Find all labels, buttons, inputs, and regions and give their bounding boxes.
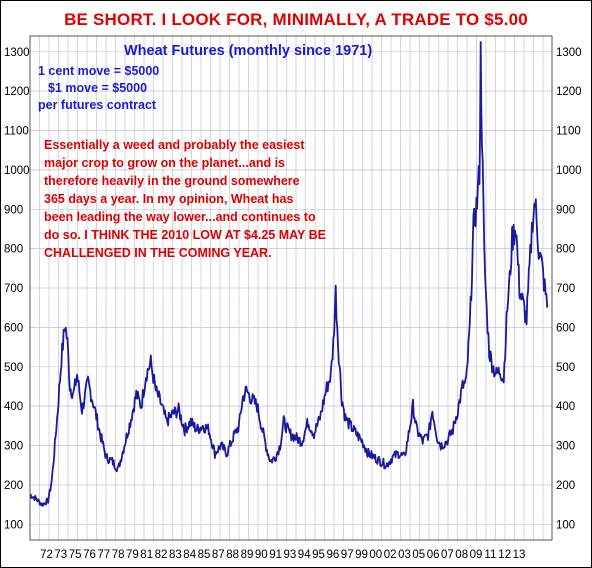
- x-tick-label: 93: [284, 549, 297, 561]
- x-tick-label: 88: [226, 549, 239, 561]
- x-tick-label: 76: [83, 549, 96, 561]
- commentary-line-4: 365 days a year. In my opinion, Wheat ha…: [44, 192, 293, 206]
- headline: BE SHORT. I LOOK FOR, MINIMALLY, A TRADE…: [64, 10, 528, 29]
- y-tick-label-right: 1300: [556, 47, 582, 59]
- x-tick-label: 85: [198, 549, 211, 561]
- x-tick-label: 07: [441, 549, 454, 561]
- y-tick-label-left: 400: [4, 401, 23, 413]
- y-tick-label-left: 200: [4, 480, 23, 492]
- y-tick-label-left: 500: [4, 362, 23, 374]
- note-line-2: $1 move = $5000: [48, 81, 147, 95]
- commentary-line-1: Essentially a weed and probably the easi…: [44, 138, 305, 152]
- y-tick-label-left: 800: [4, 244, 23, 256]
- x-tick-label: 12: [498, 549, 511, 561]
- x-tick-label: 97: [341, 549, 354, 561]
- y-tick-label-left: 600: [4, 322, 23, 334]
- x-tick-label: 94: [298, 549, 311, 561]
- y-tick-label-left: 1100: [4, 126, 29, 138]
- note-line-3: per futures contract: [38, 98, 157, 112]
- x-tick-label: 78: [112, 549, 125, 561]
- y-axis-left: 100 200 300 400 500 600 700 800 900 1000 1100 1200 1…: [4, 47, 30, 531]
- x-tick-label: 89: [241, 549, 254, 561]
- y-tick-label-right: 1000: [556, 165, 582, 177]
- commentary-line-2: major crop to grow on the planet...and i…: [44, 156, 285, 170]
- x-tick-label: 84: [183, 549, 196, 561]
- y-tick-label-left: 1200: [4, 86, 30, 98]
- y-tick-label-left: 1000: [4, 165, 30, 177]
- y-tick-label-right: 800: [556, 244, 575, 256]
- x-tick-label: 96: [327, 549, 340, 561]
- note-line-1: 1 cent move = $5000: [38, 64, 159, 78]
- y-tick-label-right: 400: [556, 401, 575, 413]
- x-tick-label: 83: [169, 549, 182, 561]
- x-tick-label: 02: [384, 549, 397, 561]
- y-tick-label-right: 600: [556, 322, 575, 334]
- y-tick-label-right: 1200: [556, 86, 582, 98]
- y-tick-label-left: 900: [4, 204, 23, 216]
- commentary-line-7: CHALLENGED IN THE COMING YEAR.: [44, 246, 272, 260]
- commentary-line-6: do so. I THINK THE 2010 LOW AT $4.25 MAY…: [44, 228, 326, 242]
- y-tick-label-left: 300: [4, 441, 23, 453]
- y-tick-label-left: 100: [4, 519, 23, 531]
- y-tick-label-right: 900: [556, 204, 575, 216]
- x-tick-label: 08: [455, 549, 468, 561]
- y-tick-label-right: 300: [556, 441, 575, 453]
- x-tick-label: 90: [255, 549, 268, 561]
- commentary-line-3: therefore heavily in the ground somewher…: [44, 174, 300, 188]
- x-tick-label: 81: [140, 549, 153, 561]
- y-tick-label-right: 1100: [556, 126, 581, 138]
- x-tick-label: 09: [470, 549, 483, 561]
- y-tick-label-left: 1300: [4, 47, 30, 59]
- x-tick-label: 87: [212, 549, 225, 561]
- plot-border: [29, 35, 553, 541]
- y-tick-label-right: 700: [556, 283, 575, 295]
- x-tick-label: 03: [398, 549, 411, 561]
- wheat-price-line: [29, 41, 549, 507]
- x-tick-label: 00: [369, 549, 382, 561]
- y-tick-label-right: 200: [556, 480, 575, 492]
- x-tick-label: 77: [97, 549, 110, 561]
- y-tick-label-right: 500: [556, 362, 575, 374]
- x-tick-label: 72: [40, 549, 53, 561]
- chart-title: Wheat Futures (monthly since 1971): [124, 43, 372, 59]
- x-tick-label: 75: [69, 549, 82, 561]
- y-tick-label-left: 700: [4, 283, 23, 295]
- x-tick-label: 11: [484, 549, 496, 561]
- x-tick-label: 73: [54, 549, 67, 561]
- x-tick-label: 05: [412, 549, 425, 561]
- x-tick-label: 95: [312, 549, 325, 561]
- x-tick-label: 99: [355, 549, 368, 561]
- x-tick-label: 91: [269, 549, 282, 561]
- x-axis: 72 73 75 76 77 78 79 81 82 83 84 85 87 88 89 90 91 93 94 95…: [40, 549, 525, 561]
- y-tick-label-right: 100: [556, 519, 575, 531]
- x-tick-label: 79: [126, 549, 139, 561]
- x-tick-label: 13: [513, 549, 526, 561]
- x-tick-label: 82: [155, 549, 168, 561]
- y-axis-right: 100 200 300 400 500 600 700 800 900 1000 1100 1200 1…: [556, 47, 582, 531]
- commentary-line-5: been leading the way lower...and continu…: [44, 210, 316, 224]
- x-tick-label: 06: [427, 549, 440, 561]
